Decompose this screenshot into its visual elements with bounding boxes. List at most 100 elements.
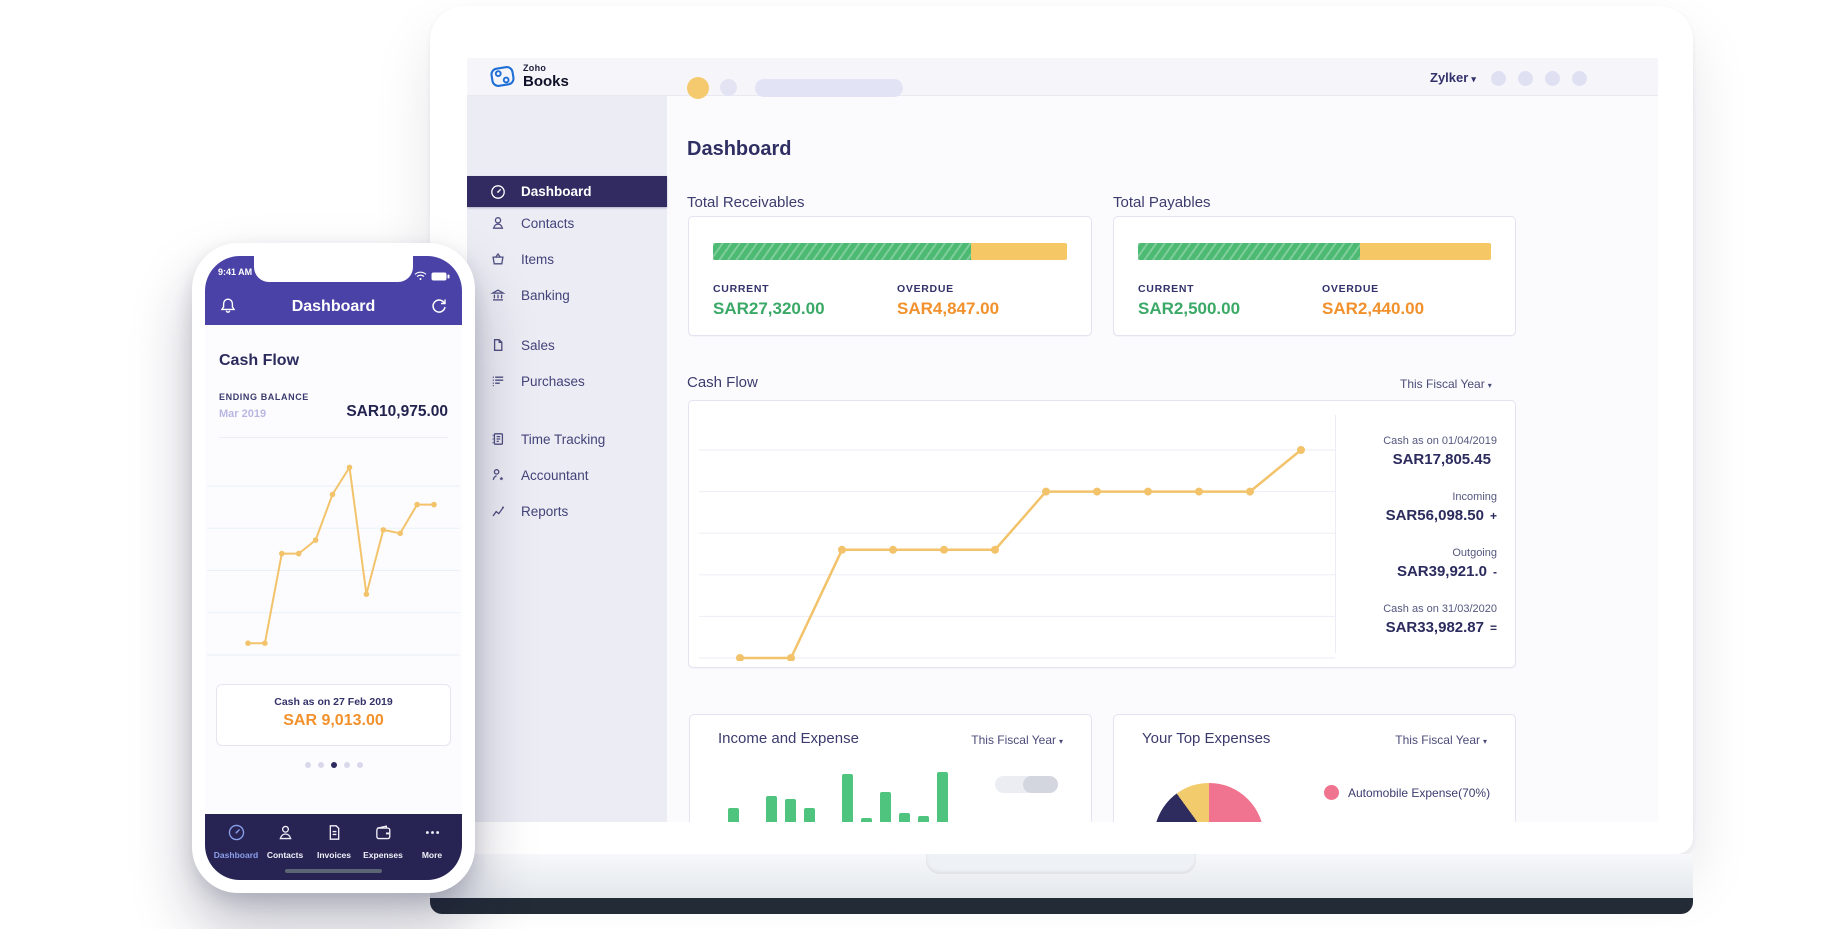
zoho-books-logo: Zoho Books [489,63,569,90]
cash-as-on-value: SAR 9,013.00 [283,712,384,729]
sidebar-item-dashboard[interactable]: Dashboard [467,176,667,207]
cashflow-section-title: Cash Flow [687,374,758,391]
more-icon [423,823,442,842]
time-tracking-icon [490,431,506,447]
icon-dot-placeholder [720,79,737,96]
nav-item-more[interactable]: More [408,823,456,860]
reports-icon [490,503,506,519]
sidebar-item-contacts[interactable]: Contacts [467,205,667,241]
nav-item-label: Dashboard [213,850,259,860]
ending-balance-label: ENDING BALANCE [219,392,309,402]
entry-label: Cash as on 31/03/2020 [1383,603,1497,615]
refresh-icon[interactable] [429,296,449,316]
contacts-icon [490,215,506,231]
items-icon [490,251,506,267]
pagination-dots[interactable] [205,762,462,768]
search-bar-placeholder[interactable] [755,79,903,97]
sidebar-item-banking[interactable]: Banking [467,277,667,313]
legend-dot [1324,785,1339,800]
sales-icon [490,337,506,353]
sidebar-item-items[interactable]: Items [467,241,667,277]
current-value: SAR27,320.00 [713,299,825,318]
sidebar-item-accountant[interactable]: Accountant [467,457,667,493]
sidebar-item-time-tracking[interactable]: Time Tracking [467,421,667,457]
sidebar-item-label: Banking [521,287,570,303]
topbar: Zoho Books Zylker ▾ [467,58,1658,99]
sidebar-item-reports[interactable]: Reports [467,493,667,529]
current-label: CURRENT [713,283,770,295]
current-label: CURRENT [1138,283,1195,295]
cash-as-on-card: Cash as on 27 Feb 2019 SAR 9,013.00 [216,684,451,746]
purchases-icon [490,373,506,389]
accrual-cash-toggle[interactable] [995,776,1058,793]
entry-value: SAR39,921.0 [1396,563,1487,580]
entry-label: Cash as on 01/04/2019 [1383,435,1497,447]
phone-cashflow-title: Cash Flow [219,352,300,369]
chevron-down-icon: ▾ [1482,737,1487,746]
sidebar-item-label: Sales [521,337,555,353]
current-value: SAR2,500.00 [1138,299,1241,318]
payables-current-segment [1138,243,1361,260]
sidebar: Dashboard Contacts Items Banking Sales [467,96,667,822]
divider [219,437,448,438]
org-selector[interactable]: Zylker ▾ [1430,70,1476,85]
cashflow-summary-panel: Cash as on 01/04/2019 SAR17,805.45 Incom… [1336,401,1517,667]
phone-header: 9:41 AM Dashboard [205,256,462,325]
status-icons [414,268,450,286]
nav-item-expenses[interactable]: Expenses [359,823,407,860]
laptop-base [430,854,1693,900]
overdue-value: SAR2,440.00 [1322,299,1425,318]
sidebar-item-label: Dashboard [521,184,592,199]
overdue-label: OVERDUE [1322,283,1379,295]
logo-text: Zoho Books [523,63,569,90]
entry-sign: + [1489,509,1497,523]
sidebar-item-label: Time Tracking [521,431,606,447]
topbar-icon-placeholder[interactable] [1545,71,1560,86]
topbar-icon-placeholder[interactable] [1572,71,1587,86]
page-title: Dashboard [687,138,792,160]
income-expense-bar-chart [728,762,948,822]
dashboard-icon [227,823,246,842]
nav-item-invoices[interactable]: Invoices [310,823,358,860]
sidebar-item-sales[interactable]: Sales [467,327,667,363]
phone-bottom-nav: Dashboard Contacts Invoices Expenses Mor… [205,814,462,880]
phone-screen: 9:41 AM Dashboard Cash Flow ENDING BALAN… [205,256,462,880]
sidebar-item-label: Purchases [521,373,585,389]
contacts-icon [276,823,295,842]
sidebar-item-label: Reports [521,503,569,519]
entry-label: Incoming [1452,491,1497,503]
cash-as-on-label: Cash as on 27 Feb 2019 [274,696,393,708]
nav-item-label: Expenses [363,850,403,860]
wifi-icon [414,268,427,286]
accountant-icon [490,467,506,483]
receivables-card: CURRENT SAR27,320.00 OVERDUE SAR4,847.00 [688,216,1092,336]
phone-notch [254,256,413,282]
chevron-down-icon: ▾ [1058,737,1063,746]
nav-item-dashboard[interactable]: Dashboard [212,823,260,860]
nav-item-label: Invoices [316,850,352,860]
topbar-icon-placeholder[interactable] [1518,71,1533,86]
topbar-icon-placeholder[interactable] [1491,71,1506,86]
entry-label: Outgoing [1452,547,1497,559]
logo-zoho: Zoho [523,63,547,73]
status-time: 9:41 AM [218,267,253,277]
cashflow-incoming-entry: Incoming SAR56,098.50 + [1386,491,1497,524]
nav-item-contacts[interactable]: Contacts [261,823,309,860]
income-expense-period-dropdown[interactable]: This Fiscal Year ▾ [971,733,1063,747]
home-indicator[interactable] [285,869,382,873]
bell-icon[interactable] [218,296,238,316]
cashflow-closing-entry: Cash as on 31/03/2020 SAR33,982.87 = [1383,603,1497,636]
chevron-down-icon: ▾ [1471,74,1476,84]
entry-value: SAR56,098.50 [1385,507,1484,524]
phone-page-title: Dashboard [291,298,376,315]
top-expenses-period-dropdown[interactable]: This Fiscal Year ▾ [1395,733,1487,747]
logo-books: Books [523,73,569,90]
sidebar-item-purchases[interactable]: Purchases [467,363,667,399]
cashflow-period-dropdown[interactable]: This Fiscal Year ▾ [1400,377,1492,391]
dashboard-icon [490,184,506,200]
chevron-down-icon: ▾ [1487,381,1492,390]
phone-cashflow-line-chart [207,464,460,656]
receivables-current-segment [713,243,972,260]
entry-sign: = [1489,621,1497,635]
